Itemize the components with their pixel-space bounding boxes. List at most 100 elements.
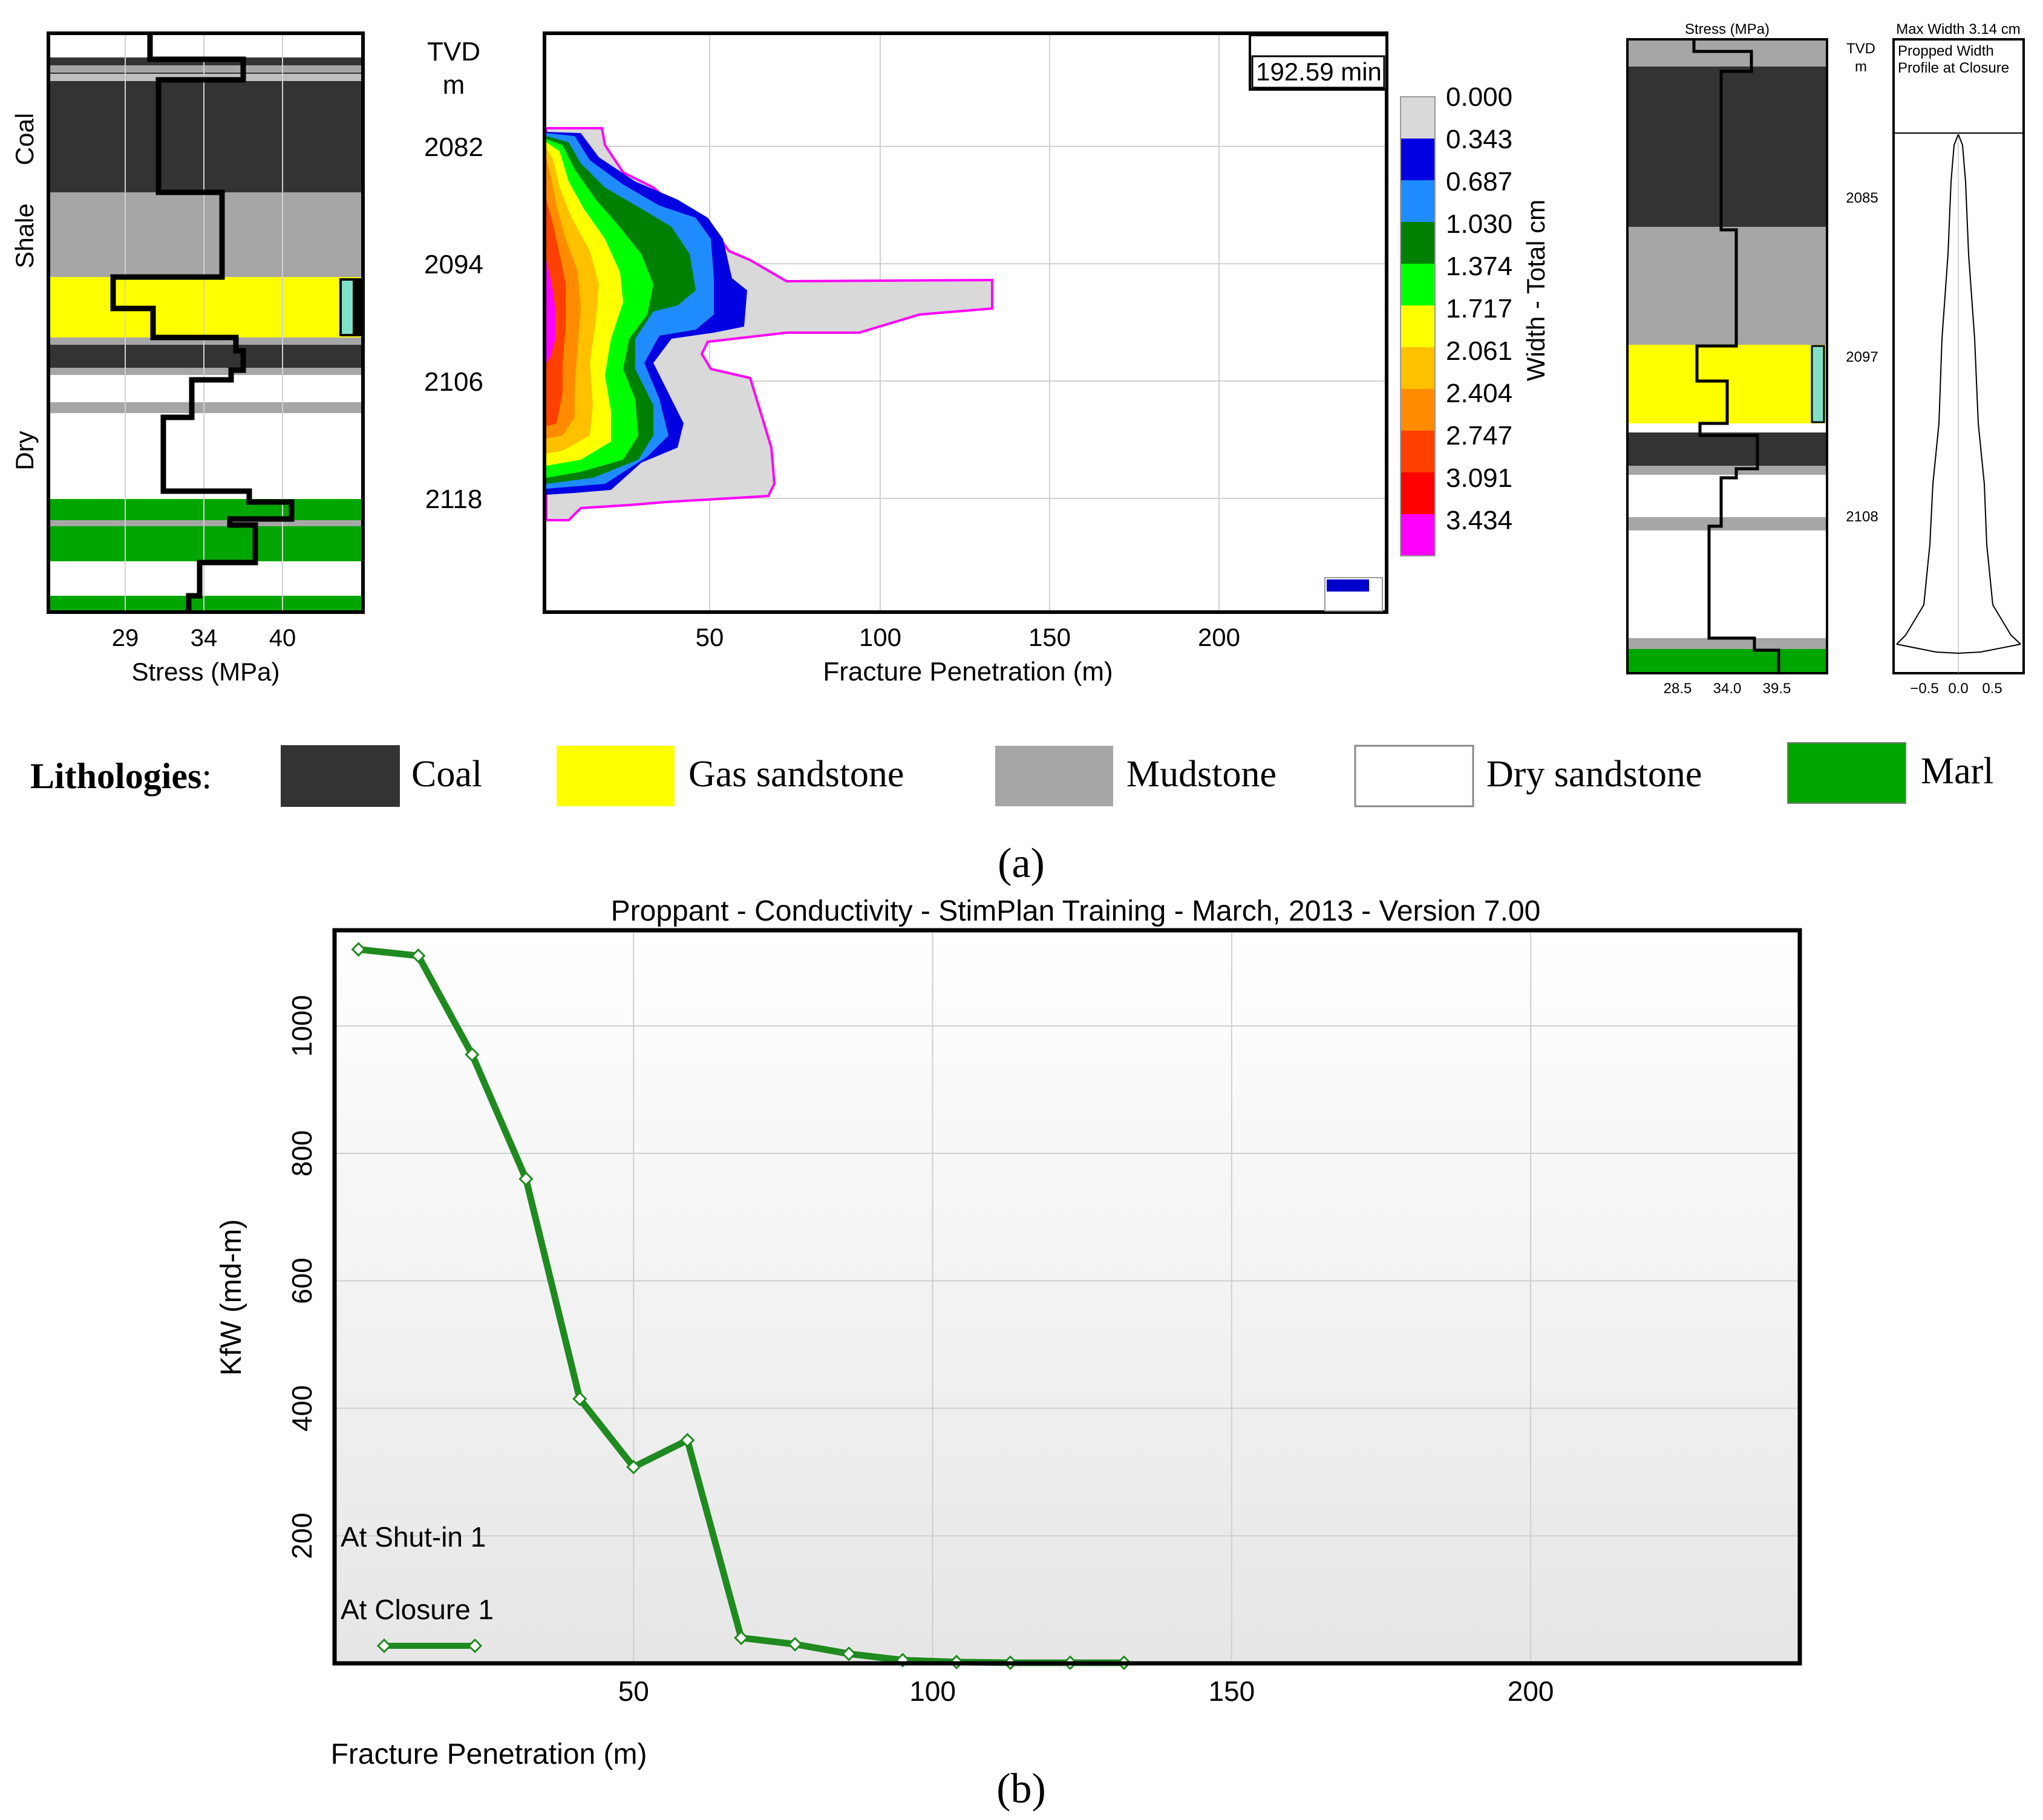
colorbar-value: 3.434	[1446, 506, 1512, 535]
max-width-label: Max Width 3.14 cm	[1896, 21, 2020, 38]
coal-band	[48, 345, 363, 368]
profile-line-left	[1896, 134, 1959, 645]
zone-label-coal: Coal	[10, 113, 39, 165]
tvd-depth-label: 2082	[424, 132, 483, 162]
x-tick-label: 200	[1508, 1675, 1554, 1707]
colorbar-value: 0.687	[1446, 167, 1512, 197]
mudstone-band	[48, 65, 363, 73]
data-point-marker	[518, 1171, 534, 1187]
y-tick-label: 200	[286, 1513, 318, 1559]
legend-label-coal: Coal	[411, 754, 482, 795]
x-tick-label: 50	[618, 1675, 649, 1707]
conductivity-chart: Proppant - Conductivity - StimPlan Train…	[215, 895, 1802, 1770]
data-point-marker	[680, 1433, 695, 1448]
legend-shut-in-label: At Shut-in 1	[341, 1521, 486, 1553]
colorbar-frame	[1400, 96, 1436, 556]
mudstone-band	[1627, 517, 1827, 530]
colorbar-value: 1.374	[1446, 252, 1512, 281]
zone-label-dry: Dry	[10, 431, 39, 470]
colorbar-cell	[1401, 222, 1435, 264]
data-point-marker	[626, 1460, 641, 1475]
perforation-marker	[1811, 345, 1825, 423]
mudstone-band	[1627, 227, 1827, 345]
left-stress-log: 29 34 40 Stress (MPa) Coal Shale Dry	[10, 31, 365, 686]
time-label: 192.59 min	[1256, 57, 1382, 86]
y-tick-label: 400	[286, 1385, 318, 1432]
left-x-tick: 40	[269, 625, 296, 651]
legend-closure-marker	[376, 1638, 392, 1654]
coal-band	[1627, 67, 1827, 227]
colorbar-cell	[1401, 180, 1435, 222]
right-stress-header: Stress (MPa)	[1685, 21, 1770, 38]
profile-x-tick: 0.0	[1948, 680, 1968, 697]
fracture-x-tick: 100	[859, 623, 901, 651]
right-depth-label: 2097	[1846, 349, 1878, 365]
mudstone-band	[48, 402, 363, 413]
mudstone-band	[1627, 638, 1827, 649]
stress-profile-line	[110, 33, 295, 612]
profile-subtitle: Profile at Closure	[1898, 60, 2009, 76]
mudstone-band	[48, 338, 363, 345]
propped-width-profile: Max Width 3.14 cm Propped Width Profile …	[1892, 21, 2025, 697]
right-log-frame	[1626, 38, 1828, 674]
tvd-title: TVD	[427, 37, 480, 67]
legend-label-gas-sandstone: Gas sandstone	[688, 754, 904, 795]
colorbar-cell	[1401, 264, 1435, 305]
legend-closure-marker	[467, 1638, 483, 1654]
right-stress-profile-line	[1692, 39, 1780, 673]
left-x-tick: 34	[191, 625, 218, 651]
legend-swatch-marl	[1787, 742, 1906, 804]
mudstone-band	[48, 520, 363, 526]
legend-swatch-dry-sandstone	[1354, 745, 1474, 807]
colorbar-value: 1.030	[1446, 209, 1512, 239]
colorbar-value: 2.404	[1446, 379, 1512, 408]
marl-band	[48, 499, 363, 520]
colorbar-cell	[1401, 97, 1435, 139]
legend-label-dry-sandstone: Dry sandstone	[1486, 754, 1702, 795]
y-tick-label: 600	[286, 1257, 318, 1304]
legend-label-marl: Marl	[1921, 751, 1994, 792]
y-axis-label: KfW (md-m)	[215, 1219, 247, 1376]
right-x-tick: 39.5	[1763, 680, 1791, 697]
y-tick-label: 800	[286, 1130, 318, 1176]
data-point-marker	[351, 942, 366, 957]
tvd-unit: m	[443, 70, 465, 100]
data-point-marker	[788, 1637, 803, 1652]
left-x-axis-label: Stress (MPa)	[131, 657, 279, 686]
colorbar-value: 0.000	[1446, 82, 1512, 112]
tvd-depth-label: 2094	[424, 250, 483, 279]
profile-x-tick: 0.5	[1982, 680, 2002, 697]
colorbar-cell	[1401, 389, 1435, 431]
colorbar-cell	[1401, 305, 1435, 347]
software-logo	[1327, 579, 1369, 592]
right-x-tick: 34.0	[1713, 680, 1742, 697]
legend-title: Lithologies:	[30, 756, 212, 796]
coal-band	[48, 121, 363, 192]
legend-swatch-mudstone	[995, 746, 1113, 806]
colorbar-value: 0.343	[1446, 125, 1512, 154]
colorbar-cell	[1401, 472, 1435, 514]
mudstone-band	[48, 368, 363, 375]
x-tick-label: 100	[909, 1675, 956, 1707]
fracture-x-tick: 50	[696, 623, 724, 651]
right-tvd-title: TVD	[1846, 41, 1875, 57]
plot-frame	[332, 928, 1802, 1666]
caption-b: (b)	[996, 1766, 1046, 1812]
mudstone-band	[1627, 466, 1827, 475]
coal-band	[1627, 432, 1827, 466]
tvd-depth-label: 2118	[425, 484, 483, 514]
fracture-width-plot: 192.59 min 50 100 150 200 Fracture Penet…	[543, 31, 1388, 687]
tvd-depth-label: 2106	[424, 367, 483, 397]
tvd-axis: TVD m 2082 2094 2106 2118	[424, 37, 483, 514]
fracture-x-tick: 150	[1028, 623, 1071, 651]
lithology-legend: Lithologies: Coal Gas sandstone Mudstone…	[30, 742, 1994, 807]
contour-magenta	[546, 260, 555, 363]
plot-area	[335, 930, 1800, 1663]
fracture-x-tick: 200	[1198, 623, 1240, 651]
colorbar-cell	[1401, 139, 1435, 180]
colorbar-value: 2.061	[1446, 336, 1512, 366]
marl-band	[1627, 649, 1827, 673]
fracture-x-axis-label: Fracture Penetration (m)	[823, 657, 1113, 687]
